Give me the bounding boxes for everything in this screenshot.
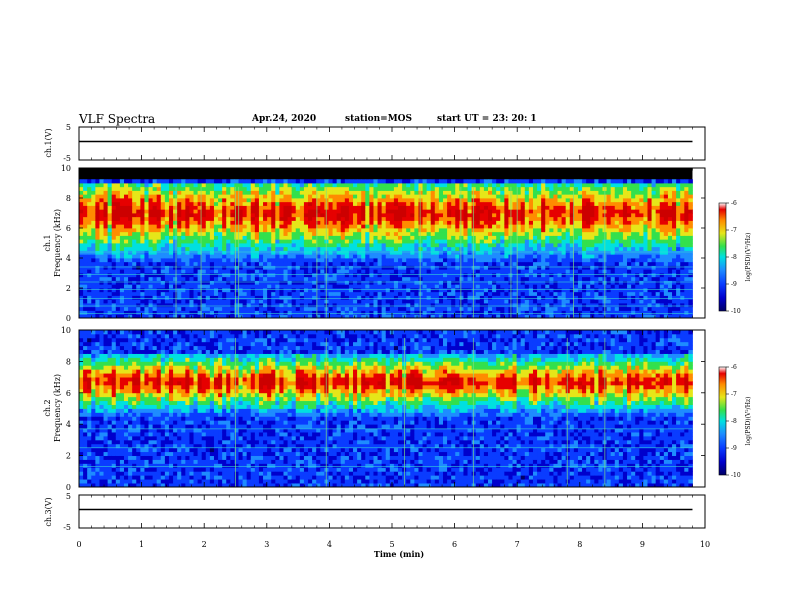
colorbar-tick-label: -10 — [731, 472, 741, 479]
colorbar-tick-label: -9 — [731, 445, 737, 452]
ch2-colorbar — [719, 367, 726, 475]
xtick-label: 1 — [139, 540, 144, 549]
time-axis-label: Time (min) — [374, 549, 424, 559]
ch1-colorbar-ticks: -6 -7 -8 -9 -10 — [726, 200, 741, 315]
ytick-label: 8 — [66, 357, 71, 366]
xtick-label: 0 — [76, 540, 81, 549]
xtick-label: 10 — [700, 540, 710, 549]
ch1-voltage-ylabel: ch.1(V) — [44, 128, 53, 157]
ch3-voltage-ylabel: ch.3(V) — [44, 497, 53, 526]
ch1-ylabel-frequency: Frequency (kHz) — [53, 209, 62, 277]
ch1-colorbar-label: log(PSD)(V²/Hz) — [745, 233, 752, 282]
ch1-ylabel-channel: ch.1 — [43, 234, 52, 251]
ytick-label: 4 — [66, 420, 71, 429]
ch2-colorbar-ticks: -6 -7 -8 -9 -10 — [726, 364, 741, 479]
ytick-label: 0 — [66, 483, 71, 492]
ch2-spectrogram-panel: ch.2 Frequency (kHz) 0 2 4 6 8 10 -6 -7 -8 -9 -10… — [43, 326, 752, 492]
ytick-label: 8 — [66, 194, 71, 203]
ytick-label: 10 — [61, 164, 71, 173]
ytick-label: 0 — [66, 314, 71, 323]
ch2-spectrogram — [79, 330, 705, 487]
ch1-voltage-panel: 5 -5 ch.1(V) — [44, 123, 705, 163]
colorbar-tick-label: -8 — [731, 418, 737, 425]
colorbar-tick-label: -7 — [731, 227, 737, 234]
ch1-colorbar — [719, 203, 726, 311]
ch3-ytick-bottom: -5 — [63, 523, 71, 532]
xtick-label: 8 — [577, 540, 582, 549]
ch1-ytick-bottom: -5 — [63, 154, 71, 163]
ytick-label: 6 — [66, 389, 71, 398]
ch1-spectrogram-panel: ch.1 Frequency (kHz) 0 2 4 6 8 10 -6 -7 -8 -9 -10… — [43, 164, 752, 323]
colorbar-tick-label: -7 — [731, 391, 737, 398]
xtick-label: 7 — [515, 540, 520, 549]
ytick-label: 4 — [66, 254, 71, 263]
ytick-label: 6 — [66, 224, 71, 233]
ytick-label: 2 — [66, 284, 71, 293]
ch2-colorbar-label: log(PSD)(V²/Hz) — [745, 397, 752, 446]
ch1-ytick-top: 5 — [66, 123, 71, 132]
xtick-label: 3 — [264, 540, 269, 549]
colorbar-tick-label: -6 — [731, 200, 737, 207]
ch2-ylabel-frequency: Frequency (kHz) — [53, 374, 62, 442]
xtick-label: 5 — [389, 540, 394, 549]
colorbar-tick-label: -6 — [731, 364, 737, 371]
colorbar-tick-label: -10 — [731, 308, 741, 315]
ch2-ylabel-channel: ch.2 — [43, 399, 52, 416]
xtick-label: 4 — [327, 540, 332, 549]
xtick-label: 2 — [202, 540, 207, 549]
colorbar-tick-label: -8 — [731, 254, 737, 261]
ch3-ytick-top: 5 — [66, 492, 71, 501]
xtick-label: 9 — [640, 540, 645, 549]
xtick-label: 6 — [452, 540, 457, 549]
ch1-spectrogram — [79, 168, 705, 318]
ch3-voltage-panel: 5 -5 ch.3(V) — [44, 492, 705, 532]
ytick-label: 2 — [66, 452, 71, 461]
colorbar-tick-label: -9 — [731, 281, 737, 288]
ytick-label: 10 — [61, 326, 71, 335]
